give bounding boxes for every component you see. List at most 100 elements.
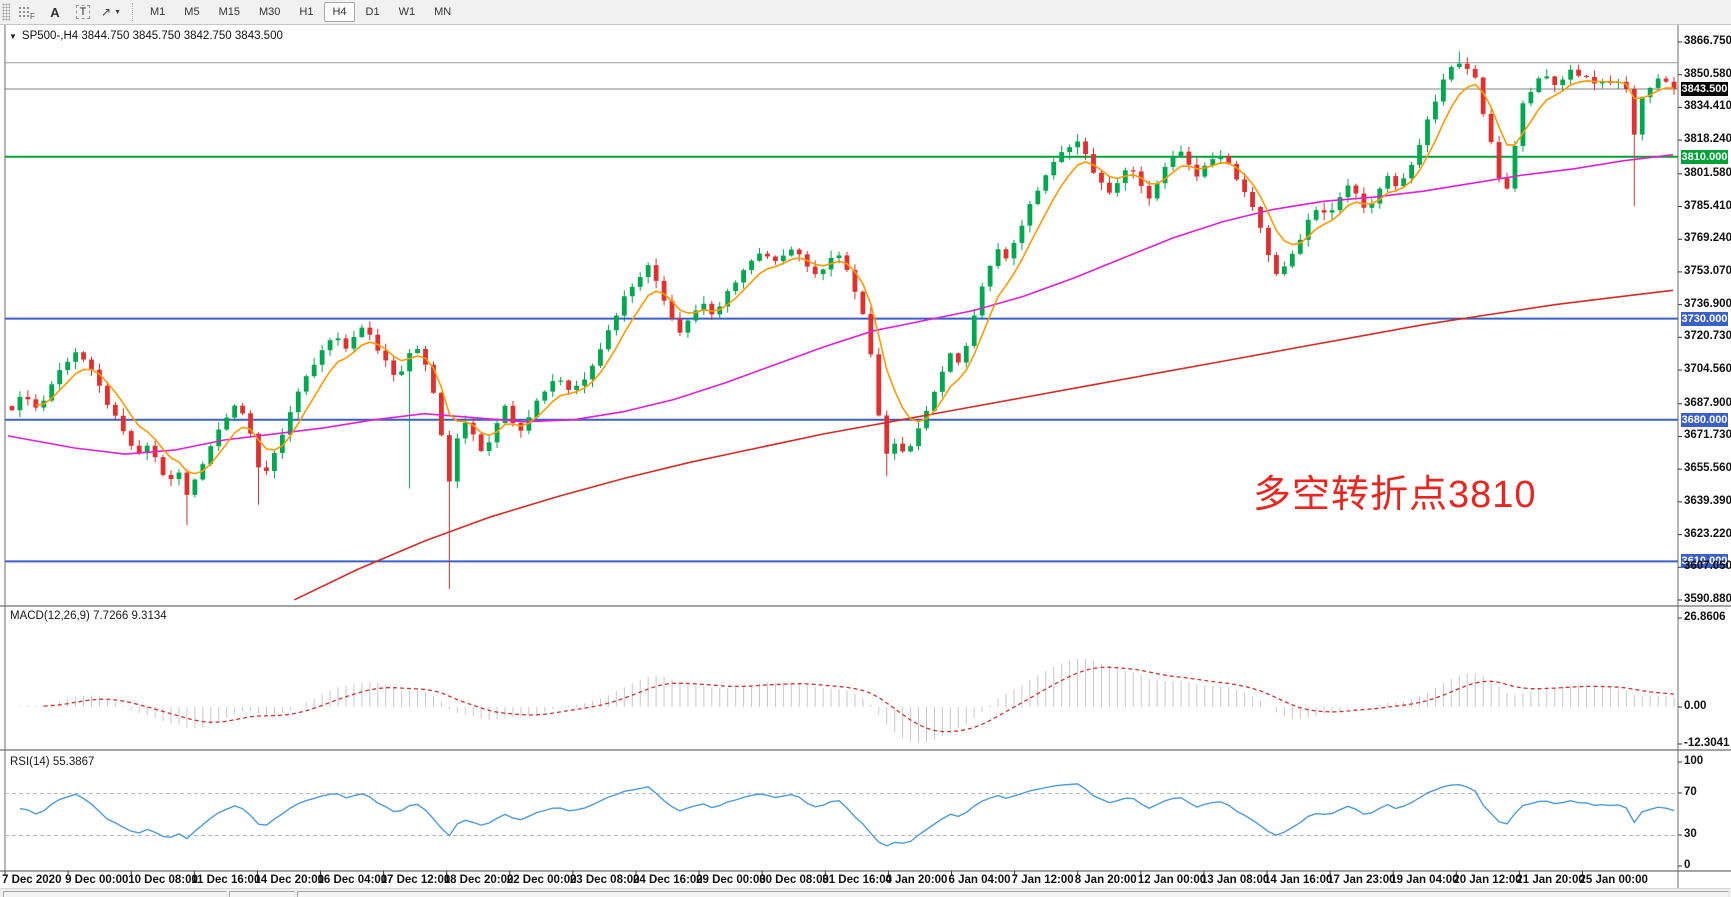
text-box-button[interactable]: T [72,2,94,22]
status-segment [229,891,295,897]
date-label: 25 Jan 00:00 [1579,874,1648,886]
template-grid-button[interactable]: F [16,2,38,22]
date-label: 17 Jan 23:00 [1327,874,1396,886]
arrow-icon: ↗ [101,5,112,19]
arrows-tool-button[interactable]: ↗ ▼ [100,2,122,22]
price-axis-label: 3687.900 [1684,396,1731,409]
rsi-line [19,783,1675,847]
price-axis-label: 3590.880 [1684,592,1731,605]
level-badge: 3730.000 [1681,311,1728,326]
price-axis-label: 3607.050 [1684,560,1731,573]
ohlc-high: 3845.750 [132,30,181,42]
timeframe-button-mn[interactable]: MN [434,6,452,18]
ohlc-close: 3843.500 [234,30,283,42]
timeframe-button-m15[interactable]: M15 [218,6,240,18]
price-axis-label: 3834.410 [1684,100,1731,113]
ma-medium-line [7,153,1674,455]
grid-icon [18,6,32,18]
text-label-button[interactable]: A [44,2,66,22]
current-price-badge: 3843.500 [1681,82,1728,96]
macd-pane-label: MACD(12,26,9) 7.7266 9.3134 [10,610,167,622]
timeframe-button-m30[interactable]: M30 [258,6,281,18]
date-label: 4 Jan 20:00 [885,874,948,886]
date-label: 7 Dec 2020 [2,874,62,886]
candle-bodies [9,63,1677,495]
timeframe-button-d1[interactable]: D1 [365,6,380,18]
date-label: 11 Dec 16:00 [191,874,261,886]
text-box-icon: T [75,5,91,19]
price-axis-label: 3818.240 [1684,133,1731,146]
ohlc-open: 3844.750 [81,30,130,42]
date-label: 9 Dec 00:00 [65,874,129,886]
status-segment [3,891,227,897]
rsi-axis-label: 30 [1684,828,1697,840]
timeframe-button-w1[interactable]: W1 [398,6,416,18]
toolbar-separator [132,3,134,21]
price-axis-label: 3623.220 [1684,527,1731,540]
toolbar-grip-icon[interactable] [2,3,10,21]
timeframe-button-h1[interactable]: H1 [299,6,314,18]
price-axis-label: 3866.750 [1684,34,1731,47]
rsi-axis-label: 70 [1684,786,1697,798]
ma-fast-line [35,79,1675,475]
date-label: 18 Dec 20:00 [443,874,514,886]
level-badge: 3810.000 [1681,149,1728,164]
level-badge: 3680.000 [1681,412,1728,427]
macd-axis-label: -12.3041 [1684,737,1730,749]
date-label: 20 Jan 12:00 [1453,874,1522,886]
date-label: 7 Jan 12:00 [1011,874,1074,886]
price-axis-label: 3850.580 [1684,67,1731,80]
price-axis-label: 3769.240 [1684,232,1731,245]
macd-axis-label: 26.8606 [1684,611,1726,623]
dropdown-triangle-icon[interactable]: ▼ [9,31,17,41]
price-axis-label: 3736.900 [1684,297,1731,310]
timeframe-button-m1[interactable]: M1 [150,6,166,18]
chart-canvas[interactable] [0,25,1731,888]
ma-slow-line [294,289,1674,601]
rsi-name: RSI(14) [10,756,50,768]
date-label: 24 Dec 16:00 [633,874,703,886]
date-label: 14 Dec 20:00 [254,874,325,886]
macd-name: MACD(12,26,9) [10,610,90,622]
price-axis-label: 3801.580 [1684,166,1731,179]
timeframe-button-h4[interactable]: H4 [324,2,355,22]
date-label: 30 Dec 08:00 [759,874,829,886]
date-label: 14 Jan 16:00 [1264,874,1333,886]
rsi-value: 55.3867 [52,756,95,768]
date-label: 10 Dec 08:00 [128,874,198,886]
price-axis-label: 3785.410 [1684,199,1731,212]
status-bar [0,888,1731,897]
price-axis-label: 3639.390 [1684,494,1731,507]
chevron-down-icon: ▼ [114,8,121,16]
date-label: 6 Jan 04:00 [948,874,1011,886]
symbol-period-label: SP500-,H4 [21,30,79,42]
rsi-axis-label: 100 [1684,755,1704,767]
timeframe-button-m5[interactable]: M5 [184,6,200,18]
price-axis-label: 3753.070 [1684,264,1731,277]
macd-signal-line [43,666,1675,733]
horizontal-level-lines[interactable] [5,62,1678,563]
ohlc-low: 3842.750 [183,30,232,42]
date-label: 8 Jan 20:00 [1074,874,1137,886]
chart-title: ▼ SP500-,H4 3844.750 3845.750 3842.750 38… [9,30,283,42]
annotation-text: 多空转折点3810 [1253,474,1537,516]
date-label: 29 Dec 00:00 [696,874,766,886]
macd-axis-label: 0.00 [1684,700,1707,712]
date-label: 22 Dec 00:00 [506,874,577,886]
macd-values: 7.7266 9.3134 [93,610,167,622]
date-label: 19 Jan 04:00 [1390,874,1459,886]
level-badge: 3610.000 [1681,554,1728,569]
date-label: 13 Jan 08:00 [1200,874,1270,886]
grid-icon-label: F [30,11,35,21]
rsi-pane-label: RSI(14) 55.3867 [10,756,94,768]
date-label: 12 Jan 00:00 [1137,874,1207,886]
macd-histogram [19,658,1675,743]
timeframe-group: M1 M5 M15 M30 H1 H4 D1 W1 MN [142,2,462,22]
date-label: 16 Dec 04:00 [317,874,388,886]
price-axis-label: 3655.560 [1684,462,1731,475]
letter-a-icon: A [50,4,60,20]
price-axis-label: 3671.730 [1684,429,1731,442]
date-label: 23 Dec 08:00 [569,874,640,886]
toolbar: F A T ↗ ▼ M1 M5 M15 M30 H1 H4 D1 W1 MN [0,0,1731,25]
